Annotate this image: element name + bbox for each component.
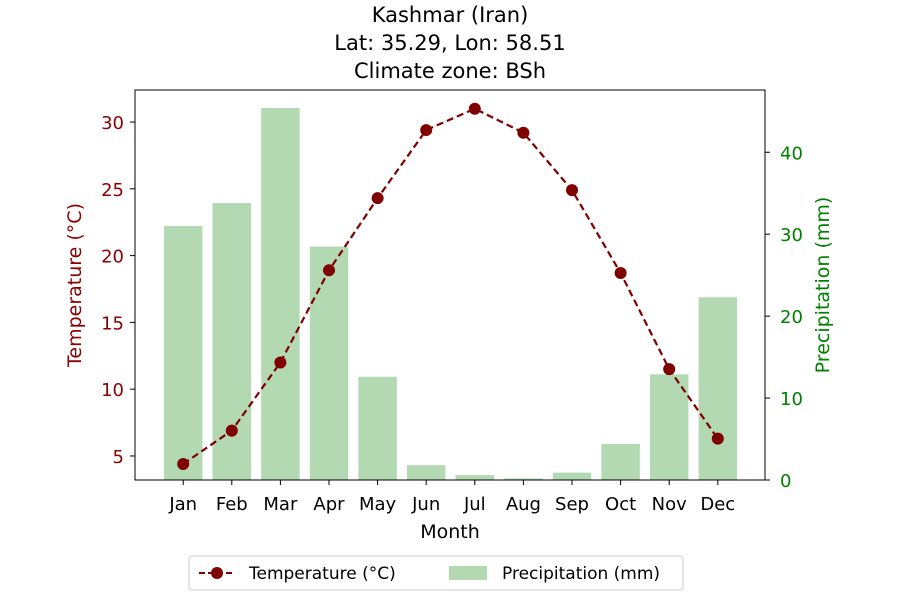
temperature-point bbox=[274, 356, 287, 369]
temperature-point bbox=[323, 264, 335, 277]
temperature-point bbox=[566, 184, 578, 197]
temperature-point bbox=[517, 126, 530, 139]
x-tick-label: Jul bbox=[463, 494, 486, 515]
x-tick-label: Nov bbox=[652, 494, 687, 515]
temperature-point bbox=[663, 363, 676, 376]
legend-precipitation-label: Precipitation (mm) bbox=[502, 564, 660, 584]
title-line: Kashmar (Iran) bbox=[372, 3, 529, 27]
precipitation-bar bbox=[406, 465, 446, 480]
legend: Temperature (°C) Precipitation (mm) bbox=[188, 555, 684, 591]
x-tick-label: Feb bbox=[216, 494, 248, 515]
temperature-point bbox=[371, 192, 384, 205]
x-tick-label: Mar bbox=[263, 494, 298, 515]
y-left-tick-label: 30 bbox=[101, 113, 124, 134]
temperature-point bbox=[177, 457, 190, 470]
y-right-tick-label: 0 bbox=[780, 471, 791, 492]
precipitation-bar bbox=[504, 478, 543, 480]
legend-temperature-label: Temperature (°C) bbox=[248, 564, 396, 584]
x-tick-label: Aug bbox=[506, 494, 541, 515]
y-right-tick-label: 20 bbox=[780, 307, 803, 328]
y-left-tick-label: 10 bbox=[101, 380, 124, 401]
y-left-tick-label: 20 bbox=[101, 247, 124, 268]
precipitation-bar bbox=[261, 108, 300, 480]
legend-precipitation-swatch bbox=[449, 566, 487, 580]
x-tick-label: Dec bbox=[700, 494, 735, 515]
precipitation-bar bbox=[649, 374, 689, 480]
y-axis-right-label: Precipitation (mm) bbox=[812, 197, 834, 374]
y-axis-left-label: Temperature (°C) bbox=[64, 203, 86, 368]
temperature-point bbox=[614, 266, 627, 279]
x-axis-label: Month bbox=[420, 521, 480, 543]
precipitation-bar bbox=[358, 376, 397, 480]
y-right-tick-label: 10 bbox=[780, 389, 803, 410]
y-left-tick-label: 25 bbox=[101, 180, 124, 201]
title-line: Lat: 35.29, Lon: 58.51 bbox=[334, 31, 565, 55]
y-right-tick-label: 40 bbox=[780, 143, 803, 164]
x-tick-label: Sep bbox=[555, 494, 589, 515]
x-tick-label: Apr bbox=[313, 494, 345, 515]
precipitation-bar bbox=[455, 475, 495, 480]
temperature-point bbox=[711, 432, 724, 445]
temperature-line bbox=[177, 102, 724, 470]
y-left-tick-label: 15 bbox=[101, 313, 124, 334]
temperature-point bbox=[225, 424, 238, 437]
y-left-tick-label: 5 bbox=[113, 447, 124, 468]
axis-labels: Month Temperature (°C) Precipitation (mm… bbox=[64, 197, 834, 543]
title-line: Climate zone: BSh bbox=[354, 59, 546, 83]
chart-title: Kashmar (Iran) Lat: 35.29, Lon: 58.51 Clim… bbox=[334, 3, 565, 83]
x-tick-label: Oct bbox=[605, 494, 636, 515]
legend-temperature-marker bbox=[211, 567, 223, 579]
y-axis-left: 5 10 15 20 25 30 bbox=[101, 113, 135, 468]
y-right-tick-label: 30 bbox=[780, 225, 803, 246]
plot-frame bbox=[134, 89, 766, 481]
x-axis: Jan Feb Mar Apr May Jun Jul Aug Sep Oct Nov Dec bbox=[168, 480, 735, 515]
x-tick-label: May bbox=[359, 494, 397, 515]
precipitation-bars bbox=[163, 108, 738, 480]
temperature-point bbox=[420, 124, 433, 137]
legend-frame bbox=[188, 555, 684, 591]
x-tick-label: Jan bbox=[168, 494, 197, 515]
precipitation-bar bbox=[309, 246, 349, 480]
precipitation-bar bbox=[163, 226, 203, 480]
x-tick-label: Jun bbox=[411, 494, 440, 515]
precipitation-bar bbox=[552, 472, 592, 480]
precipitation-bar bbox=[698, 297, 738, 480]
precipitation-bar bbox=[212, 203, 252, 480]
temperature-point bbox=[468, 102, 481, 115]
precipitation-bar bbox=[601, 443, 640, 480]
y-axis-right: 0 10 20 30 40 bbox=[765, 143, 803, 492]
temperature-line-path bbox=[182, 107, 719, 465]
